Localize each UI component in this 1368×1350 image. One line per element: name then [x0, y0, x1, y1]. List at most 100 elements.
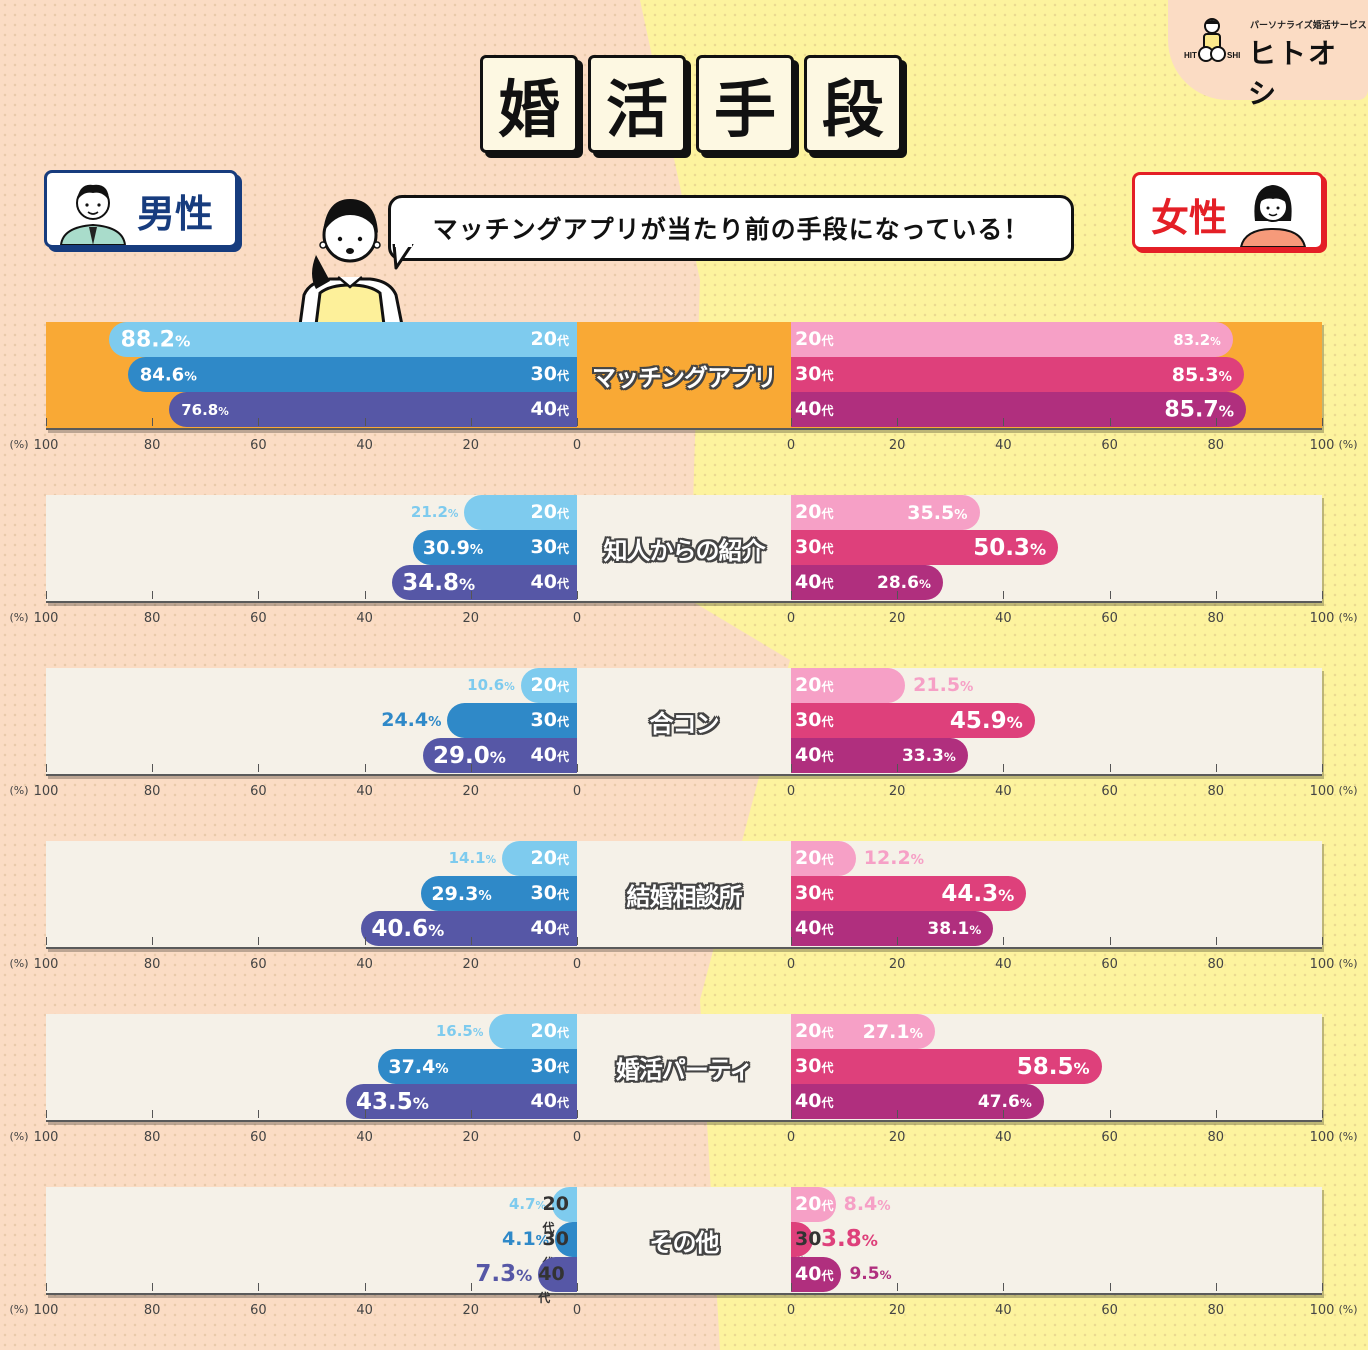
- category-label-cell: その他: [577, 1187, 791, 1293]
- axis-tick-label: 80: [1207, 438, 1225, 453]
- category-label: 知人からの紹介: [603, 536, 766, 565]
- male-bar-20s: 20代: [520, 668, 577, 703]
- axis-unit-left: (%): [9, 784, 29, 797]
- axis-tick-label: 100: [1309, 784, 1335, 799]
- female-bar-panel: 20代 83.2% 30代 85.3% 40代 85.7%: [791, 322, 1322, 428]
- age-group-label: 40代: [795, 744, 834, 766]
- tick-mark: [364, 937, 366, 945]
- tick-mark: [46, 937, 47, 945]
- male-bar-40s: 40代 76.8%: [169, 392, 577, 427]
- tick-mark: [470, 591, 472, 599]
- male-value-30s: 29.3%: [431, 882, 492, 905]
- axis-tick-label: 20: [462, 611, 480, 626]
- female-value-20s: 35.5%: [907, 501, 968, 524]
- axis-unit-right: (%): [1338, 438, 1358, 451]
- tick-mark: [258, 764, 260, 772]
- male-bar-30s: 30代: [447, 703, 577, 738]
- axis-ticks: [0, 591, 1368, 607]
- axis-unit-left: (%): [9, 1130, 29, 1143]
- female-value-40s: 9.5%: [849, 1264, 892, 1284]
- axis-tick-label: 20: [888, 957, 906, 972]
- axis-tick-label: 80: [1207, 957, 1225, 972]
- speech-bubble: マッチングアプリが当たり前の手段になっている！: [388, 195, 1074, 261]
- female-bar-40s: 40代 33.3%: [791, 738, 968, 773]
- category-label: 結婚相談所: [626, 882, 743, 911]
- category-label: 婚活パーティ: [615, 1055, 754, 1084]
- tick-mark: [364, 418, 366, 426]
- male-label: 男性: [137, 192, 214, 236]
- tick-mark: [1215, 937, 1217, 945]
- male-value-20s: 14.1%: [448, 849, 497, 867]
- age-group-label: 30代: [795, 363, 834, 385]
- axis-tick-label: 40: [995, 784, 1012, 799]
- axis-tick-label: 60: [1101, 1303, 1118, 1318]
- tick-mark: [152, 764, 154, 772]
- female-bar-20s: 20代: [791, 668, 906, 703]
- tick-mark: [1322, 764, 1323, 772]
- age-group-label: 20代: [795, 1193, 834, 1215]
- age-group-label: 20代: [530, 501, 569, 523]
- female-bar-20s: 20代 27.1%: [791, 1014, 935, 1049]
- male-bar-30s: 30代: [543, 1222, 577, 1270]
- category-label: 合コン: [649, 709, 720, 738]
- chart-section: 10.6% 20代 24.4% 30代 40代 29.0% 合コン 21.5% 20代 30代 45…: [0, 668, 1368, 808]
- chart-section: 21.2% 20代 30代 30.9% 40代 34.8% 知人からの紹介 20代 35.5% 3…: [0, 495, 1368, 635]
- male-badge: 男性: [44, 170, 238, 248]
- tick-mark: [1003, 591, 1005, 599]
- tick-mark: [46, 418, 47, 426]
- tick-mark: [1322, 1283, 1323, 1291]
- tick-mark: [1322, 591, 1323, 599]
- axis-unit-right: (%): [1338, 957, 1358, 970]
- axis-tick-label: 0: [572, 1130, 582, 1145]
- male-bar-panel: 16.5% 20代 30代 37.4% 40代 43.5%: [46, 1014, 577, 1120]
- tick-mark: [791, 764, 792, 772]
- axis-tick-label: 100: [1309, 957, 1335, 972]
- male-bar-20s: 20代: [543, 1187, 577, 1235]
- axis-tick-label: 40: [356, 438, 373, 453]
- age-group-label: 40代: [795, 571, 834, 593]
- tick-mark: [1215, 1283, 1217, 1291]
- male-bar-30s: 30代 29.3%: [421, 876, 577, 911]
- axis-tick-label: 0: [786, 611, 796, 626]
- axis-unit-right: (%): [1338, 1303, 1358, 1316]
- axis-tick-label: 0: [572, 957, 582, 972]
- tick-mark: [577, 1283, 578, 1291]
- female-bar-20s: 20代 35.5%: [791, 495, 980, 530]
- speaking-woman-illustration: [298, 199, 404, 325]
- female-bar-30s: 30代 50.3%: [791, 530, 1059, 565]
- x-axis-labels: (%) 100 80 60 40 20 0 0 20 40 60 80 100 (%): [0, 438, 1368, 458]
- age-group-label: 20代: [795, 328, 834, 350]
- tick-mark: [1109, 418, 1111, 426]
- tick-mark: [46, 591, 47, 599]
- axis-tick-label: 40: [356, 784, 373, 799]
- female-bar-30s: 30代: [791, 1222, 821, 1270]
- logo-tagline: パーソナライズ婚活サービス: [1250, 21, 1367, 31]
- tick-mark: [577, 1110, 578, 1118]
- female-value-20s: 8.4%: [843, 1193, 891, 1215]
- male-bar-panel: 21.2% 20代 30代 30.9% 40代 34.8%: [46, 495, 577, 601]
- axis-tick-label: 0: [786, 438, 796, 453]
- male-bar-30s: 30代 30.9%: [412, 530, 577, 565]
- axis-tick-label: 60: [1101, 957, 1118, 972]
- tick-mark: [1215, 418, 1217, 426]
- axis-tick-label: 0: [786, 1303, 796, 1318]
- female-bar-20s: 20代: [791, 1187, 836, 1222]
- tick-mark: [470, 1110, 472, 1118]
- chart-section: 20代 88.2% 30代 84.6% 40代 76.8% マッチングアプリ 20代 83.2%…: [0, 322, 1368, 462]
- female-bar-panel: 21.5% 20代 30代 45.9% 40代 33.3%: [791, 668, 1322, 774]
- tick-mark: [46, 764, 47, 772]
- age-group-label: 20代: [530, 674, 569, 696]
- axis-tick-label: 0: [786, 1130, 796, 1145]
- age-group-label: 30代: [795, 1055, 834, 1077]
- tick-mark: [1003, 1110, 1005, 1118]
- age-group-label: 30代: [530, 882, 569, 904]
- age-group-label: 20代: [795, 847, 834, 869]
- axis-unit-right: (%): [1338, 784, 1358, 797]
- axis-tick-label: 60: [1101, 1130, 1118, 1145]
- category-label: マッチングアプリ: [592, 363, 777, 392]
- female-avatar-icon: [1239, 185, 1307, 247]
- speech-bubble-tail: [392, 244, 414, 270]
- male-bar-30s: 30代 84.6%: [127, 357, 577, 392]
- axis-tick-label: 40: [995, 1303, 1012, 1318]
